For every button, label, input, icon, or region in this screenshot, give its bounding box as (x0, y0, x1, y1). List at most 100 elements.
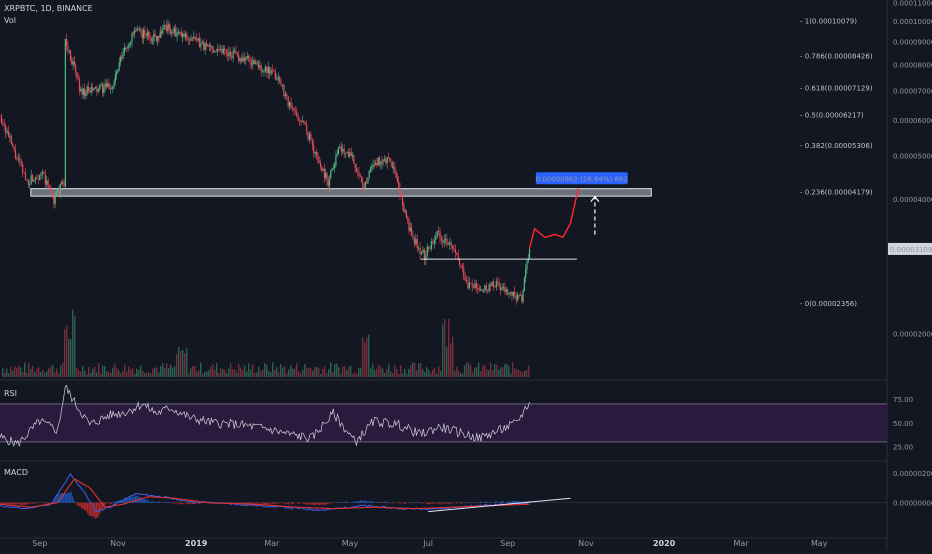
macd-histogram-bar (440, 503, 441, 504)
macd-histogram-bar (285, 503, 286, 505)
candle-body (411, 228, 412, 236)
macd-histogram-bar (2, 503, 3, 504)
macd-histogram-bar (491, 502, 492, 503)
macd-histogram-bar (66, 494, 67, 503)
volume-bar (108, 372, 109, 377)
time-axis-tick-label: Mar (734, 539, 750, 548)
candle-body (312, 140, 313, 145)
candle-body (149, 37, 150, 38)
candle-body (212, 46, 213, 49)
volume-bar (214, 370, 215, 377)
volume-bar (184, 353, 185, 377)
candle-body (196, 39, 197, 41)
volume-bar (174, 366, 175, 377)
candle-body (499, 283, 500, 287)
candle-body (11, 136, 12, 144)
volume-bar (408, 369, 409, 377)
macd-histogram-bar (299, 503, 300, 504)
candle-body (15, 150, 16, 158)
candle-body (72, 61, 73, 64)
volume-bar (50, 367, 51, 377)
macd-histogram-bar (246, 503, 247, 504)
macd-histogram-bar (180, 503, 181, 505)
candle-body (529, 249, 530, 259)
candle-body (107, 83, 108, 87)
volume-bar (232, 369, 233, 377)
candle-body (171, 32, 172, 33)
volume-bar (502, 367, 503, 377)
macd-histogram-bar (116, 502, 117, 503)
candle-body (315, 152, 316, 153)
candle-body (415, 239, 416, 244)
volume-bar (124, 365, 125, 377)
macd-histogram-bar (320, 503, 321, 505)
volume-bar (482, 366, 483, 377)
time-axis-tick-label: May (811, 539, 828, 548)
macd-histogram-bar (77, 503, 78, 505)
candle-body (5, 126, 6, 133)
volume-bar (400, 365, 401, 377)
macd-histogram-bar (426, 503, 427, 504)
macd-histogram-bar (456, 503, 457, 504)
macd-histogram-bar (183, 503, 184, 504)
candle-body (330, 171, 331, 179)
candle-body (473, 287, 474, 288)
candle-body (128, 45, 129, 48)
candle-body (202, 42, 203, 43)
candle-body (99, 85, 100, 89)
candle-body (276, 79, 277, 80)
volume-bar (462, 374, 463, 377)
candle-body (258, 62, 259, 68)
volume-bar (60, 366, 61, 377)
volume-bar (32, 366, 33, 377)
candle-body (60, 184, 61, 195)
volume-bar (286, 373, 287, 377)
volume-bar (292, 369, 293, 377)
support-zone[interactable] (31, 189, 652, 196)
candle-body (95, 87, 96, 88)
candle-body (233, 51, 234, 58)
volume-bar (196, 372, 197, 377)
candle-body (487, 290, 488, 291)
volume-bar (484, 364, 485, 377)
macd-histogram-bar (353, 502, 354, 503)
candle-body (164, 25, 165, 29)
candle-body (228, 52, 229, 56)
volume-bar (370, 368, 371, 377)
candle-body (521, 295, 522, 301)
volume-bar (268, 371, 269, 377)
candle-body (407, 218, 408, 219)
candle-body (16, 158, 17, 159)
macd-histogram-bar (140, 497, 141, 503)
price-tick-label: 0.00002000 (893, 331, 932, 339)
macd-histogram-bar (438, 503, 439, 504)
time-axis-tick-label: 2019 (185, 539, 208, 548)
macd-histogram-bar (326, 503, 327, 505)
macd-histogram-bar (366, 501, 367, 503)
volume-bar (256, 372, 257, 377)
volume-bar (476, 367, 477, 377)
volume-bar (82, 366, 83, 377)
volume-bar (394, 365, 395, 377)
candle-body (401, 194, 402, 195)
candle-body (477, 288, 478, 289)
candle-body (298, 116, 299, 120)
volume-bar (438, 367, 439, 377)
macd-histogram-bar (8, 503, 9, 504)
candle-body (399, 188, 400, 194)
volume-bar (310, 368, 311, 377)
candle-body (329, 179, 330, 186)
price-tick-label: 0.00005000 (893, 153, 932, 161)
candle-body (129, 44, 130, 45)
volume-bar (218, 373, 219, 377)
volume-bar (258, 367, 259, 377)
candle-body (270, 70, 271, 74)
volume-bar (342, 367, 343, 377)
candle-body (279, 77, 280, 81)
volume-bar (188, 373, 189, 377)
candle-body (334, 165, 335, 168)
volume-bar (110, 373, 111, 377)
